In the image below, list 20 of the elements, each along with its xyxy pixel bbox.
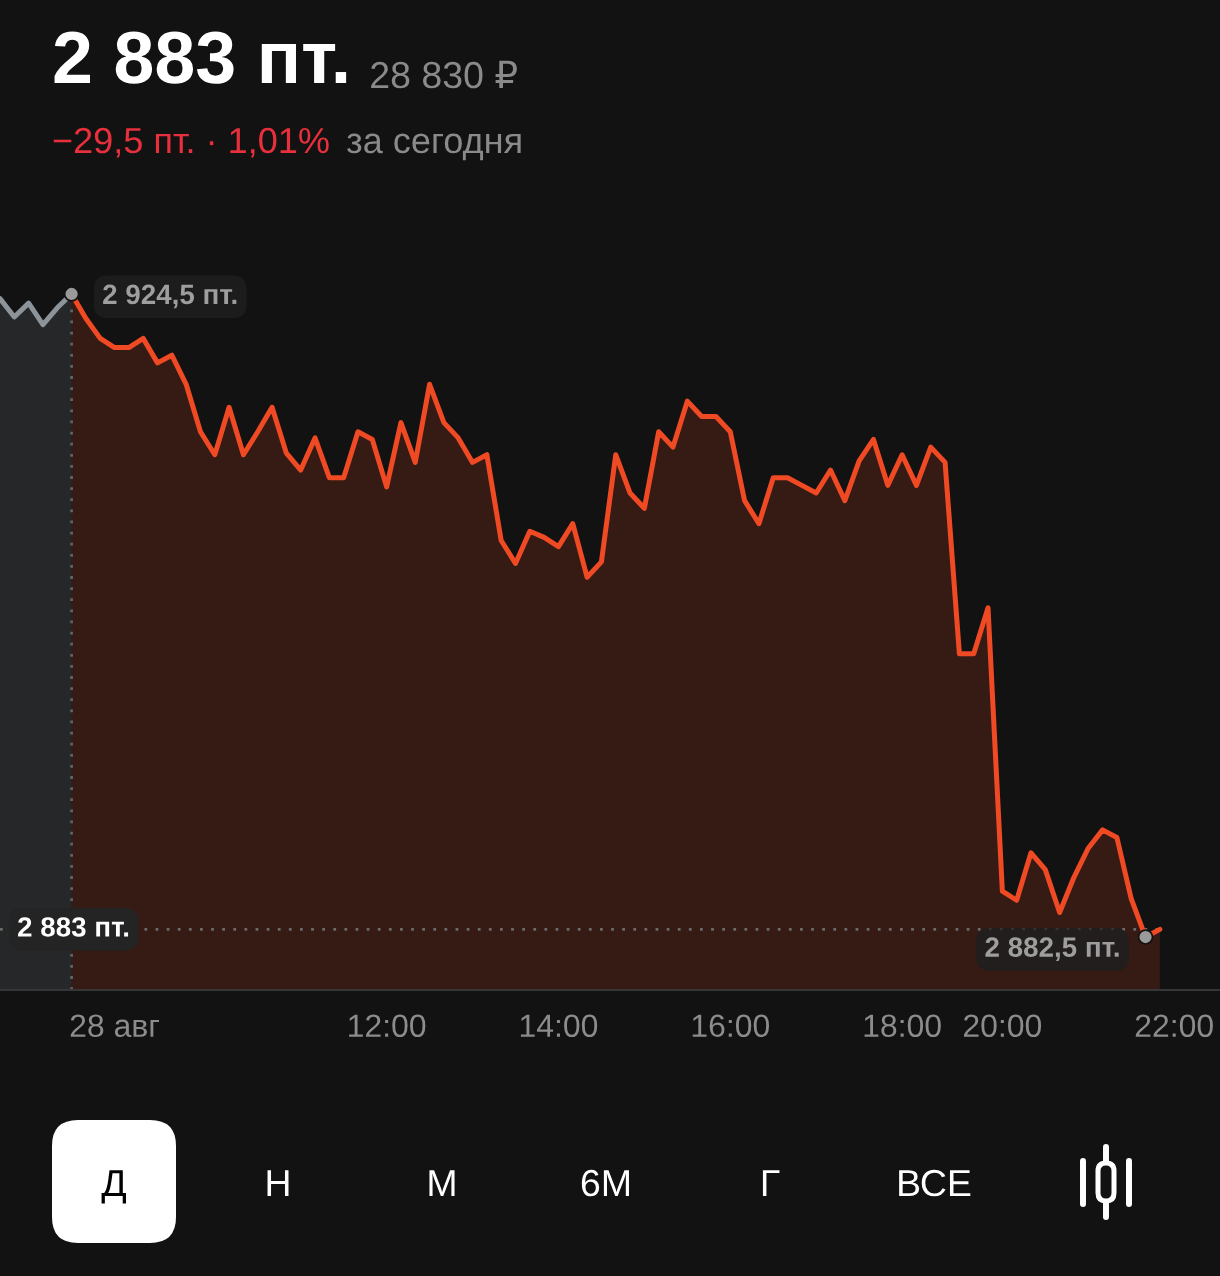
x-tick-label: 20:00 <box>963 1014 1042 1038</box>
x-tick-label: 28 авг <box>70 1014 160 1038</box>
ref-line-label: 2 883 пт. <box>18 917 129 937</box>
data-label: 2 924,5 пт. <box>103 284 237 309</box>
x-tick-label: 14:00 <box>520 1014 598 1038</box>
chart-subtitle: 28 830 ₽ <box>371 60 517 89</box>
annotation: Н <box>267 1170 289 1196</box>
annotation: Г <box>762 1170 780 1196</box>
chart-title: 2 883 пт. <box>54 31 347 84</box>
annotation: Д <box>101 1170 127 1204</box>
annotation: ВСЕ <box>899 1169 971 1197</box>
x-tick-label: 22:00 <box>1135 1014 1213 1038</box>
x-tick-label: 12:00 <box>349 1014 426 1038</box>
text: −29,5 пт. · 1,01% <box>53 127 329 158</box>
x-tick-label: 16:00 <box>692 1014 770 1038</box>
annotation: 6М <box>581 1169 629 1197</box>
text: за сегодня <box>346 133 521 161</box>
data-label: 2 882,5 пт. <box>985 937 1119 961</box>
annotation: М <box>429 1170 455 1196</box>
x-tick-label: 18:00 <box>864 1014 941 1038</box>
